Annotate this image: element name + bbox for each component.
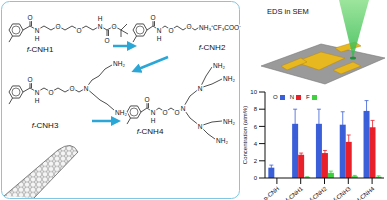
svg-text:H: H <box>151 117 156 124</box>
svg-text:O: O <box>186 23 191 30</box>
svg-text:10: 10 <box>250 89 257 95</box>
svg-text:NH₃⁺CF₃COO⁻: NH₃⁺CF₃COO⁻ <box>199 24 241 31</box>
svg-text:N: N <box>157 27 162 34</box>
svg-text:O: O <box>174 109 179 116</box>
svg-text:O: O <box>55 23 60 30</box>
html-text:F: F <box>306 94 310 100</box>
svg-text:f-CNH4: f-CNH4 <box>137 127 164 136</box>
svg-text:O: O <box>27 76 32 83</box>
svg-text:O: O <box>162 109 167 116</box>
svg-text:f-CNH2: f-CNH2 <box>309 185 329 200</box>
svg-text:0: 0 <box>254 175 258 181</box>
svg-text:Concentration (atm%): Concentration (atm%) <box>243 106 248 164</box>
svg-text:EDS in SEM: EDS in SEM <box>267 7 309 16</box>
svg-text:O: O <box>27 14 32 21</box>
svg-text:N: N <box>198 123 203 130</box>
svg-text:N: N <box>35 27 40 34</box>
svg-text:N: N <box>181 105 186 112</box>
svg-text:N: N <box>198 85 203 92</box>
svg-text:H: H <box>157 35 162 42</box>
svg-text:H: H <box>98 15 103 22</box>
svg-text:O: O <box>48 89 53 96</box>
svg-text:2: 2 <box>254 158 258 164</box>
svg-text:O: O <box>104 37 109 44</box>
svg-text:N: N <box>98 23 103 30</box>
svg-text:f-CNH1: f-CNH1 <box>27 45 54 54</box>
svg-text:O: O <box>144 96 149 103</box>
svg-text:NH₂: NH₂ <box>223 75 235 82</box>
svg-text:H: H <box>35 35 40 42</box>
svg-text:p-CNH: p-CNH <box>262 185 280 200</box>
html-text:N: N <box>289 94 294 100</box>
svg-text:f-CNH2: f-CNH2 <box>199 43 226 52</box>
svg-text:f-CNH3: f-CNH3 <box>32 121 59 130</box>
svg-text:O: O <box>76 27 81 34</box>
svg-text:O: O <box>168 27 173 34</box>
svg-text:N: N <box>84 85 89 92</box>
svg-text:O: O <box>150 14 155 21</box>
html-text:O: O <box>273 94 278 100</box>
svg-text:NH₂: NH₂ <box>115 109 127 116</box>
svg-text:NH₂: NH₂ <box>223 118 235 125</box>
svg-text:f-CNH3: f-CNH3 <box>332 185 352 200</box>
svg-text:NH₂: NH₂ <box>213 62 225 69</box>
svg-text:O: O <box>111 23 116 30</box>
svg-text:f-CNH1: f-CNH1 <box>285 185 305 200</box>
svg-text:O: O <box>69 85 74 92</box>
svg-text:f-CNH4: f-CNH4 <box>356 185 376 200</box>
svg-text:N: N <box>151 109 156 116</box>
svg-text:4: 4 <box>254 141 258 147</box>
svg-text:6: 6 <box>254 124 258 130</box>
svg-text:NH₂: NH₂ <box>113 60 125 67</box>
svg-text:8: 8 <box>254 106 258 112</box>
svg-text:NH₂: NH₂ <box>216 137 228 144</box>
svg-text:H: H <box>35 97 40 104</box>
svg-text:N: N <box>35 89 40 96</box>
